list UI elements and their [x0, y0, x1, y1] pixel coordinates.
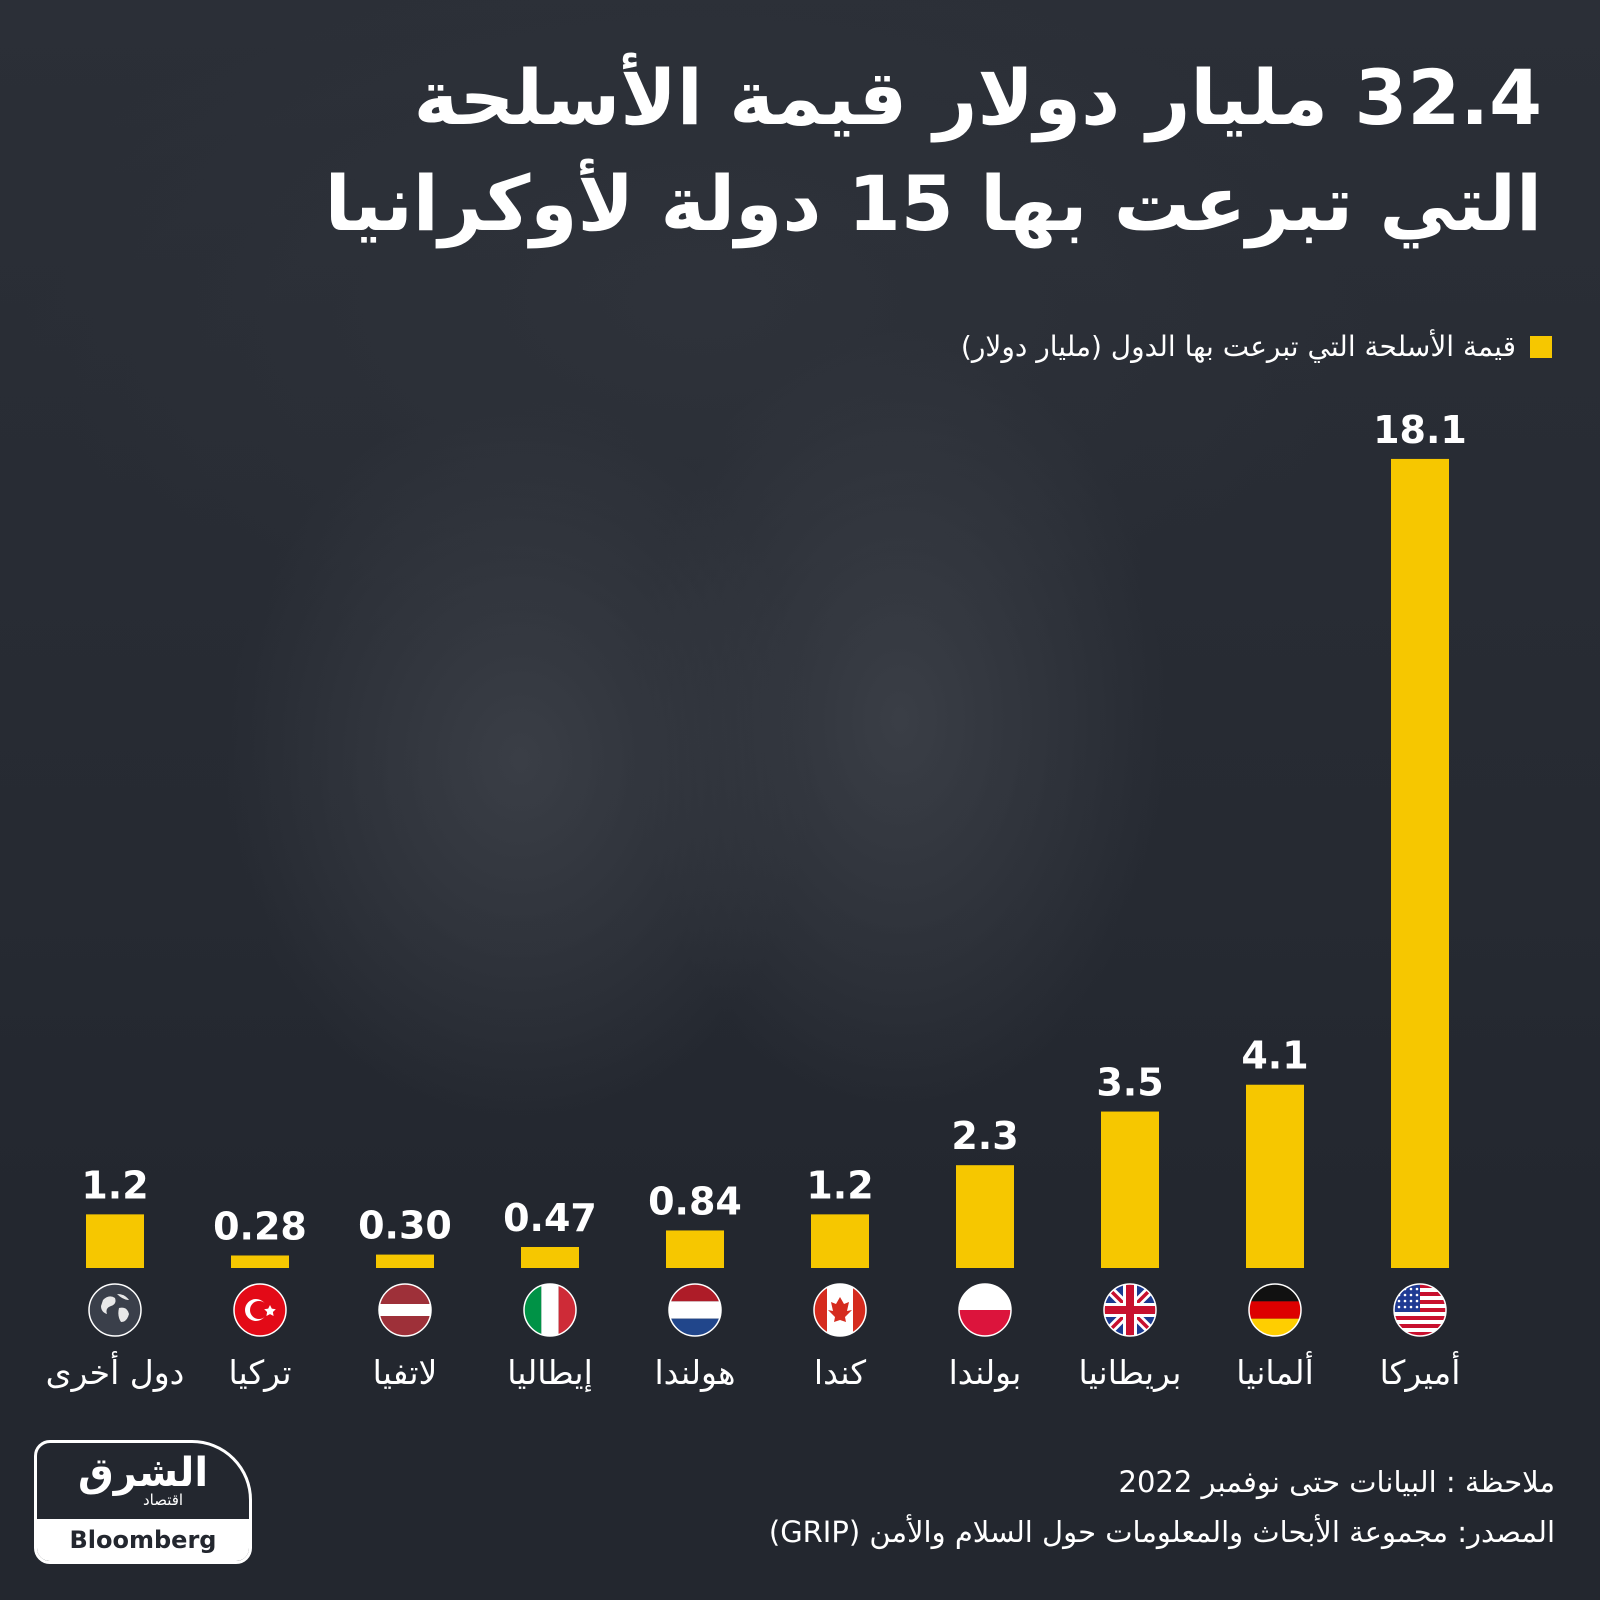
bar	[1391, 458, 1449, 1268]
value-label: 0.84	[648, 1179, 742, 1223]
category-label: ألمانيا	[1236, 1351, 1314, 1392]
value-label: 0.30	[358, 1204, 452, 1248]
bar	[231, 1255, 289, 1268]
bar	[666, 1230, 724, 1268]
logo-brand: الشرق	[77, 1450, 209, 1496]
logo-sub: اقتصاد	[142, 1491, 184, 1509]
data-source: المصدر: مجموعة الأبحاث والمعلومات حول ال…	[768, 1515, 1555, 1549]
latvia-flag-icon	[378, 1283, 432, 1337]
value-label: 3.5	[1096, 1061, 1163, 1105]
logo-partner: Bloomberg	[37, 1519, 249, 1561]
bar	[86, 1214, 144, 1268]
value-label: 1.2	[81, 1163, 148, 1207]
bar	[521, 1246, 579, 1268]
uk-flag-icon	[1103, 1283, 1157, 1337]
value-label: 4.1	[1241, 1034, 1308, 1078]
italy-flag-icon	[523, 1283, 577, 1337]
value-label: 0.28	[213, 1204, 307, 1248]
category-label: بولندا	[949, 1353, 1022, 1392]
chart-title-line-2: التي تبرعت بها 15 دولة لأوكرانيا	[324, 159, 1542, 248]
legend-label: قيمة الأسلحة التي تبرعت بها الدول (مليار…	[960, 330, 1516, 363]
us-flag-icon	[1393, 1283, 1447, 1337]
value-label: 0.47	[503, 1196, 597, 1240]
data-note: ملاحظة : البيانات حتى نوفمبر 2022	[1118, 1465, 1556, 1499]
category-label: أميركا	[1380, 1351, 1461, 1392]
netherlands-flag-icon	[668, 1283, 722, 1337]
legend-swatch	[1530, 335, 1552, 358]
category-label: بريطانيا	[1079, 1353, 1182, 1392]
value-label: 2.3	[951, 1114, 1018, 1158]
category-label: دول أخرى	[46, 1351, 185, 1392]
globe-icon	[88, 1283, 142, 1337]
turkey-flag-icon	[233, 1283, 287, 1337]
value-label: 18.1	[1373, 408, 1467, 452]
bar-chart: 18.1 أميركا 4.1 ألمانيا 3.5 بريطانيا 2.3 بولندا…	[46, 408, 1467, 1393]
category-label: إيطاليا	[507, 1353, 593, 1393]
chart-title-line-1: 32.4 مليار دولار قيمة الأسلحة	[413, 53, 1542, 142]
poland-flag-icon	[958, 1283, 1012, 1337]
legend: قيمة الأسلحة التي تبرعت بها الدول (مليار…	[961, 330, 1552, 363]
asharq-bloomberg-logo: الشرق اقتصاد Bloomberg	[34, 1440, 252, 1564]
category-label: هولندا	[655, 1353, 736, 1392]
germany-flag-icon	[1248, 1283, 1302, 1337]
bar	[956, 1165, 1014, 1268]
logo-partner-name: Bloomberg	[69, 1526, 217, 1554]
canada-flag-icon	[813, 1283, 867, 1337]
bar	[1246, 1084, 1304, 1268]
bar	[1101, 1111, 1159, 1268]
value-label: 1.2	[806, 1163, 873, 1207]
category-label: كندا	[814, 1353, 866, 1392]
bar	[376, 1254, 434, 1268]
category-label: تركيا	[228, 1353, 291, 1392]
bar	[811, 1214, 869, 1268]
category-label: لاتفيا	[373, 1353, 438, 1392]
